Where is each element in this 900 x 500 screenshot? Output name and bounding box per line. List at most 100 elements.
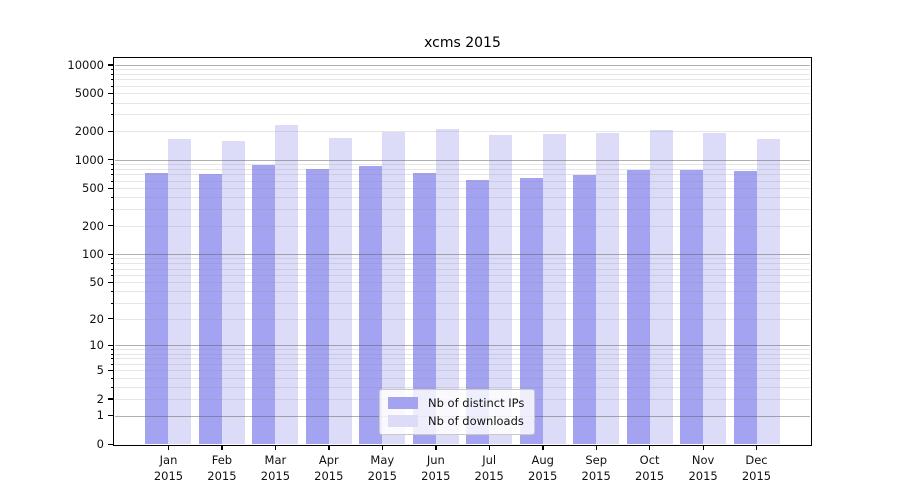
gridline-minor — [115, 69, 810, 71]
legend: Nb of distinct IPs Nb of downloads — [379, 389, 536, 435]
bar-nb-of-distinct-ips-jun — [412, 173, 436, 444]
x-tick-mark — [702, 445, 704, 450]
x-tick-year: 2015 — [528, 469, 558, 483]
y-tick-mark — [108, 130, 114, 132]
legend-label: Nb of downloads — [428, 414, 524, 428]
gridline-minor — [115, 363, 810, 365]
x-tick-year: 2015 — [207, 469, 237, 483]
gridline-minor — [115, 377, 810, 379]
bar-nb-of-downloads-apr — [328, 137, 352, 444]
x-tick-month: Mar — [264, 453, 287, 467]
gridline-minor — [115, 274, 810, 276]
gridline-minor — [115, 349, 810, 351]
gridline-major — [115, 254, 810, 255]
bar-nb-of-downloads-nov — [703, 133, 727, 444]
gridline-minor — [115, 102, 810, 104]
bar-nb-of-distinct-ips-jul — [466, 179, 490, 444]
gridline-minor — [115, 73, 810, 75]
y-minor-tick-mark — [111, 85, 114, 87]
gridline-minor — [115, 114, 810, 116]
gridline-minor — [115, 370, 810, 372]
y-tick-label: 5 — [96, 363, 104, 378]
y-tick-label: 10000 — [67, 57, 104, 72]
chart-title: xcms 2015 — [424, 35, 501, 51]
gridline-minor — [115, 85, 810, 87]
y-minor-tick-mark — [111, 73, 114, 75]
y-tick-label: 100 — [82, 246, 104, 261]
y-tick-mark — [108, 92, 114, 95]
y-tick-mark — [108, 369, 114, 372]
x-tick-month: Sep — [585, 453, 608, 467]
gridline-minor — [115, 163, 810, 165]
bar-nb-of-distinct-ips-nov — [680, 169, 704, 444]
x-tick-month: Jan — [159, 453, 178, 467]
x-tick-mark — [595, 445, 598, 450]
gridline-minor — [115, 197, 810, 199]
bar-nb-of-downloads-jul — [489, 135, 513, 444]
y-minor-tick-mark — [111, 358, 114, 360]
x-tick-year: 2015 — [688, 469, 718, 483]
y-tick-mark — [108, 443, 114, 445]
y-tick-label: 10 — [89, 338, 104, 353]
bar-nb-of-downloads-jan — [168, 138, 192, 444]
legend-entry: Nb of downloads — [388, 414, 524, 428]
x-tick-label-mar: Mar 2015 — [245, 452, 305, 484]
y-tick-label: 1 — [96, 408, 104, 423]
x-tick-month: May — [370, 453, 395, 467]
bar-nb-of-downloads-feb — [221, 141, 245, 444]
y-minor-tick-mark — [111, 163, 114, 165]
bar-nb-of-distinct-ips-mar — [252, 165, 276, 444]
bar-nb-of-downloads-jun — [435, 129, 459, 444]
gridline-major — [115, 159, 810, 161]
x-tick-mark — [381, 445, 384, 450]
bar-nb-of-downloads-dec — [756, 138, 780, 444]
x-tick-year: 2015 — [153, 469, 184, 483]
x-tick-year: 2015 — [741, 469, 772, 483]
bar-nb-of-distinct-ips-aug — [519, 178, 543, 444]
y-tick-label: 200 — [82, 218, 104, 233]
gridline-minor — [115, 282, 810, 284]
y-tick-label: 500 — [82, 181, 104, 196]
y-minor-tick-mark — [111, 302, 114, 304]
x-tick-year: 2015 — [474, 469, 504, 483]
y-tick-mark — [108, 281, 114, 283]
bar-nb-of-distinct-ips-sep — [573, 174, 597, 444]
x-tick-label-apr: Apr 2015 — [299, 452, 359, 484]
x-tick-mark — [649, 445, 651, 450]
y-minor-tick-mark — [111, 174, 114, 176]
x-tick-month: Dec — [745, 453, 768, 467]
bar-nb-of-downloads-oct — [649, 130, 673, 444]
bar-nb-of-distinct-ips-dec — [733, 170, 757, 444]
x-tick-mark — [274, 445, 277, 450]
y-tick-mark — [108, 344, 114, 347]
x-tick-mark — [488, 445, 491, 450]
gridline-minor — [115, 174, 810, 176]
x-tick-label-may: May 2015 — [352, 452, 412, 484]
y-tick-mark — [108, 415, 114, 417]
y-minor-tick-mark — [111, 291, 114, 293]
y-minor-tick-mark — [111, 258, 114, 260]
bar-nb-of-distinct-ips-may — [359, 166, 383, 444]
y-tick-mark — [108, 253, 114, 255]
y-tick-label: 50 — [89, 275, 104, 290]
bar-nb-of-downloads-aug — [542, 133, 566, 444]
x-tick-label-feb: Feb 2015 — [192, 452, 252, 484]
x-tick-label-jul: Jul 2015 — [459, 452, 519, 484]
y-tick-mark — [108, 187, 114, 189]
bar-nb-of-distinct-ips-oct — [626, 169, 650, 444]
gridline-minor — [115, 291, 810, 293]
gridline-minor — [115, 302, 810, 304]
legend-swatch — [388, 415, 418, 427]
gridline-minor — [115, 79, 810, 81]
gridline-minor — [115, 386, 810, 388]
y-minor-tick-mark — [111, 377, 114, 379]
y-tick-mark — [108, 398, 114, 400]
x-tick-year: 2015 — [581, 469, 611, 483]
y-tick-mark — [108, 64, 114, 66]
gridline-minor — [115, 263, 810, 265]
y-tick-label: 0 — [96, 437, 104, 451]
bar-nb-of-downloads-sep — [596, 132, 620, 444]
bar-nb-of-downloads-may — [382, 131, 406, 444]
gridline-major — [115, 345, 810, 347]
y-tick-mark — [108, 318, 114, 320]
